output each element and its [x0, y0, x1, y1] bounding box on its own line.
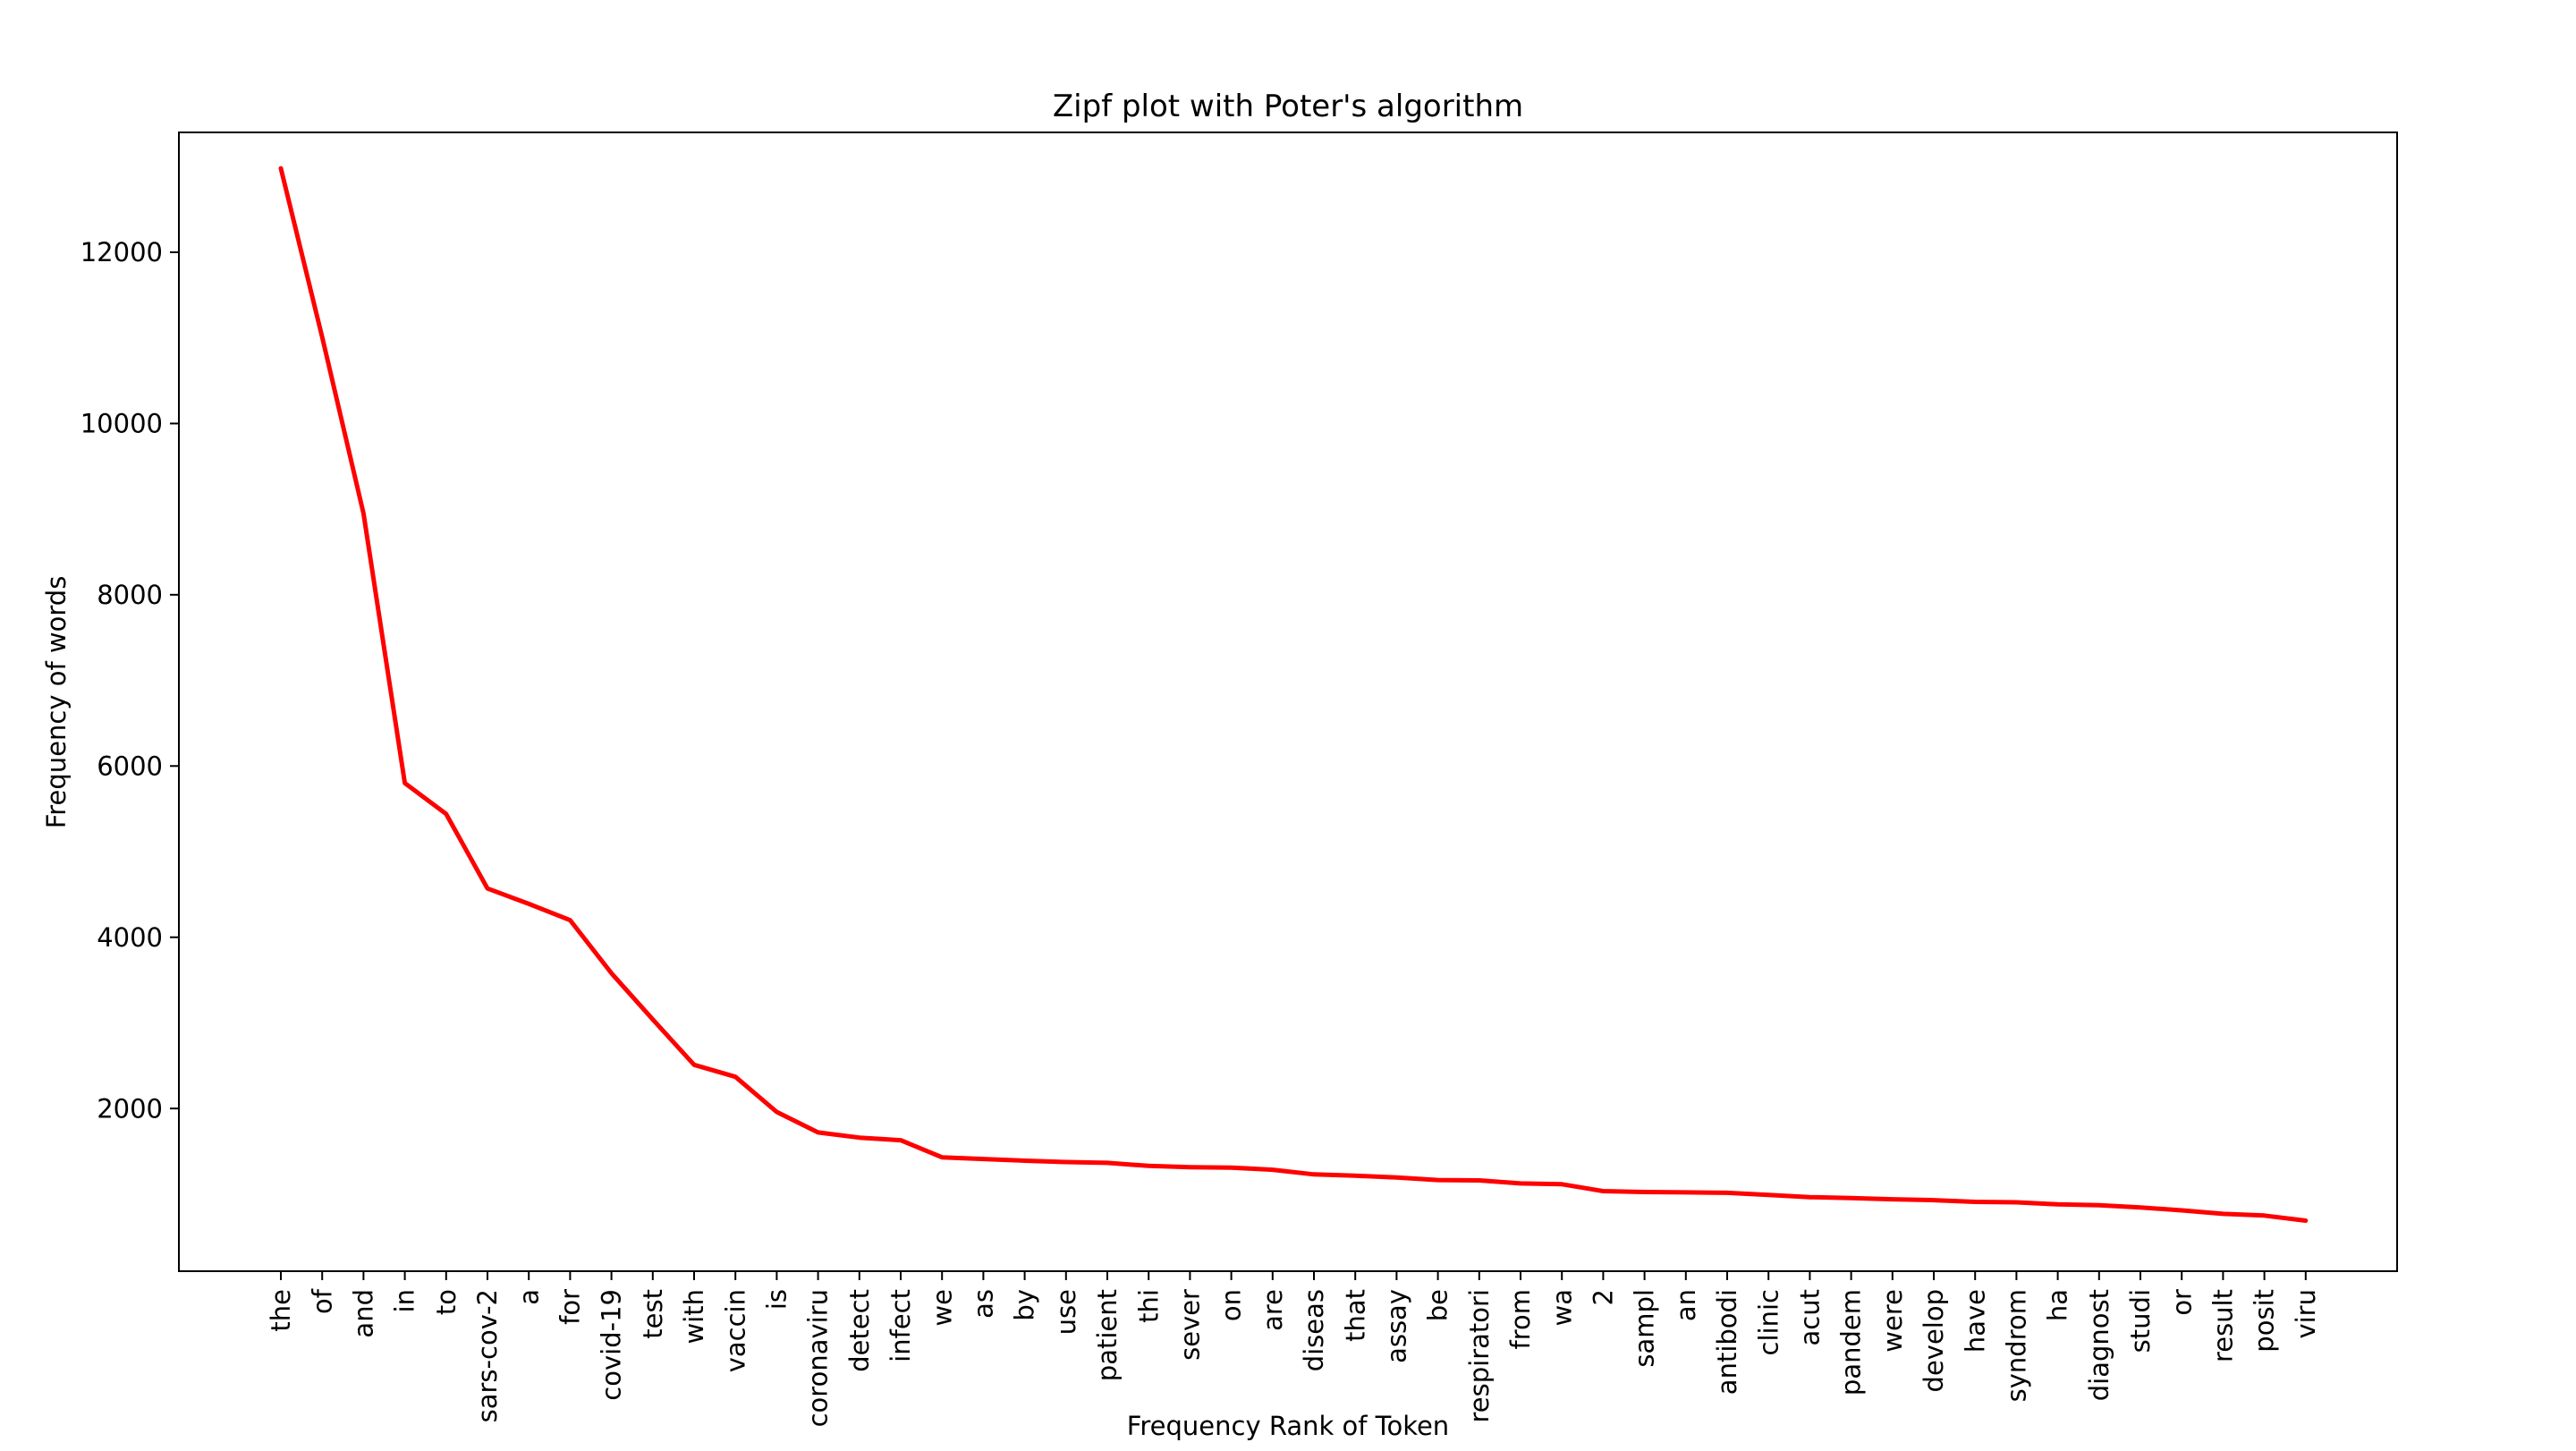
x-tick-label: syndrom [2002, 1289, 2032, 1402]
x-tick-label: from [1505, 1289, 1536, 1350]
x-tick-label: posit [2250, 1289, 2280, 1353]
x-tick-label: or [2166, 1289, 2197, 1316]
x-tick-label: to [431, 1289, 462, 1315]
x-tick-label: diagnost [2084, 1289, 2114, 1401]
x-tick-label: result [2208, 1289, 2239, 1362]
x-tick-label: test [638, 1289, 668, 1339]
x-tick-label: were [1877, 1289, 1908, 1353]
x-tick-label: as [969, 1289, 999, 1319]
x-tick-label: of [307, 1288, 337, 1314]
x-tick-label: in [390, 1289, 420, 1312]
x-tick-label: studi [2125, 1289, 2156, 1353]
x-tick-label: infect [886, 1289, 916, 1362]
x-tick-label: is [762, 1289, 792, 1310]
y-tick-label: 12000 [80, 237, 163, 267]
x-tick-label: wa [1546, 1289, 1577, 1327]
x-axis: the of and in to sars-cov-2 a for covid-19 test wi… [266, 1271, 2321, 1427]
x-tick-label: thi [1133, 1289, 1164, 1323]
x-tick-label: the [266, 1289, 296, 1332]
x-tick-label: clinic [1753, 1289, 1784, 1355]
y-tick-label: 8000 [97, 580, 163, 610]
x-tick-label: covid-19 [597, 1289, 627, 1401]
x-tick-label: vaccin [720, 1289, 750, 1372]
x-tick-label: are [1258, 1289, 1288, 1331]
y-tick-label: 2000 [97, 1093, 163, 1124]
x-tick-label: assay [1382, 1289, 1412, 1363]
x-tick-label: sampl [1630, 1289, 1660, 1368]
x-tick-label: antibodi [1712, 1289, 1742, 1395]
x-tick-label: coronaviru [803, 1289, 834, 1427]
x-tick-label: ha [2043, 1289, 2073, 1321]
y-tick-label: 4000 [97, 922, 163, 953]
x-tick-label: and [349, 1289, 379, 1338]
x-tick-label: diseas [1299, 1289, 1329, 1371]
x-tick-label: acut [1795, 1289, 1826, 1345]
x-tick-label: detect [844, 1289, 875, 1372]
frequency-series-line [278, 165, 2309, 1223]
x-tick-label: be [1423, 1289, 1453, 1321]
x-tick-label: have [1960, 1289, 1990, 1353]
x-tick-label: that [1340, 1289, 1370, 1342]
x-tick-label: sars-cov-2 [472, 1289, 503, 1422]
x-tick-label: respiratori [1464, 1289, 1495, 1423]
x-tick-label: pandem [1836, 1289, 1867, 1396]
x-axis-label: Frequency Rank of Token [1127, 1411, 1449, 1441]
plot-area [178, 132, 2398, 1272]
y-tick-label: 6000 [97, 751, 163, 781]
x-tick-label: patient [1092, 1289, 1123, 1381]
x-tick-label: we [927, 1289, 957, 1327]
x-tick-label: a [513, 1289, 544, 1305]
chart-title: Zipf plot with Poter's algorithm [1053, 89, 1523, 124]
y-axis-label: Frequency of words [41, 576, 72, 829]
x-tick-label: on [1216, 1289, 1247, 1321]
x-tick-label: viru [2291, 1289, 2321, 1339]
x-tick-label: 2 [1589, 1289, 1619, 1305]
y-axis: 2000 4000 6000 8000 10000 12000 [80, 237, 179, 1124]
x-tick-label: an [1671, 1289, 1701, 1321]
x-tick-label: sever [1175, 1289, 1206, 1361]
x-tick-label: by [1010, 1289, 1040, 1321]
x-tick-label: develop [1919, 1289, 1949, 1392]
x-tick-label: for [555, 1289, 586, 1325]
y-tick-label: 10000 [80, 409, 163, 439]
x-tick-label: with [679, 1289, 709, 1345]
x-tick-label: use [1051, 1289, 1081, 1335]
